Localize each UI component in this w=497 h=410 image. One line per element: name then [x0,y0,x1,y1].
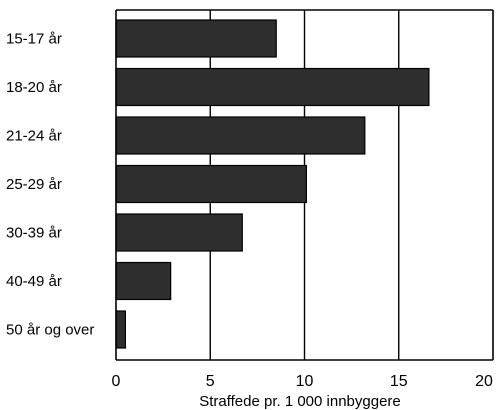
x-tick-label-20: 20 [475,373,493,390]
bar-7 [115,310,127,349]
category-label-3: 21-24 år [6,128,62,145]
category-label-1: 15-17 år [6,31,62,48]
x-tick-labels: 0 5 10 15 20 [112,373,493,390]
bar-6 [115,261,172,301]
bar-4 [115,164,307,204]
category-labels: 15-17 år 18-20 år 21-24 år 25-29 år 30-39 år… [6,31,94,339]
bar-2 [115,67,430,107]
category-label-2: 18-20 år [6,79,62,96]
x-tick-label-5: 5 [206,373,215,390]
x-tick-label-10: 10 [296,373,314,390]
category-label-6: 40-49 år [6,273,62,290]
bars [115,19,430,349]
category-label-7: 50 år og over [6,322,94,339]
x-axis-title: Straffede pr. 1 000 innbyggere [199,393,401,410]
x-tick-label-15: 15 [390,373,408,390]
bar-5 [115,213,243,252]
bar-3 [115,116,366,155]
plot-frame [115,9,494,361]
category-label-5: 30-39 år [6,225,62,242]
bar-1 [115,19,277,58]
category-label-4: 25-29 år [6,176,62,193]
x-tick-label-0: 0 [112,373,121,390]
